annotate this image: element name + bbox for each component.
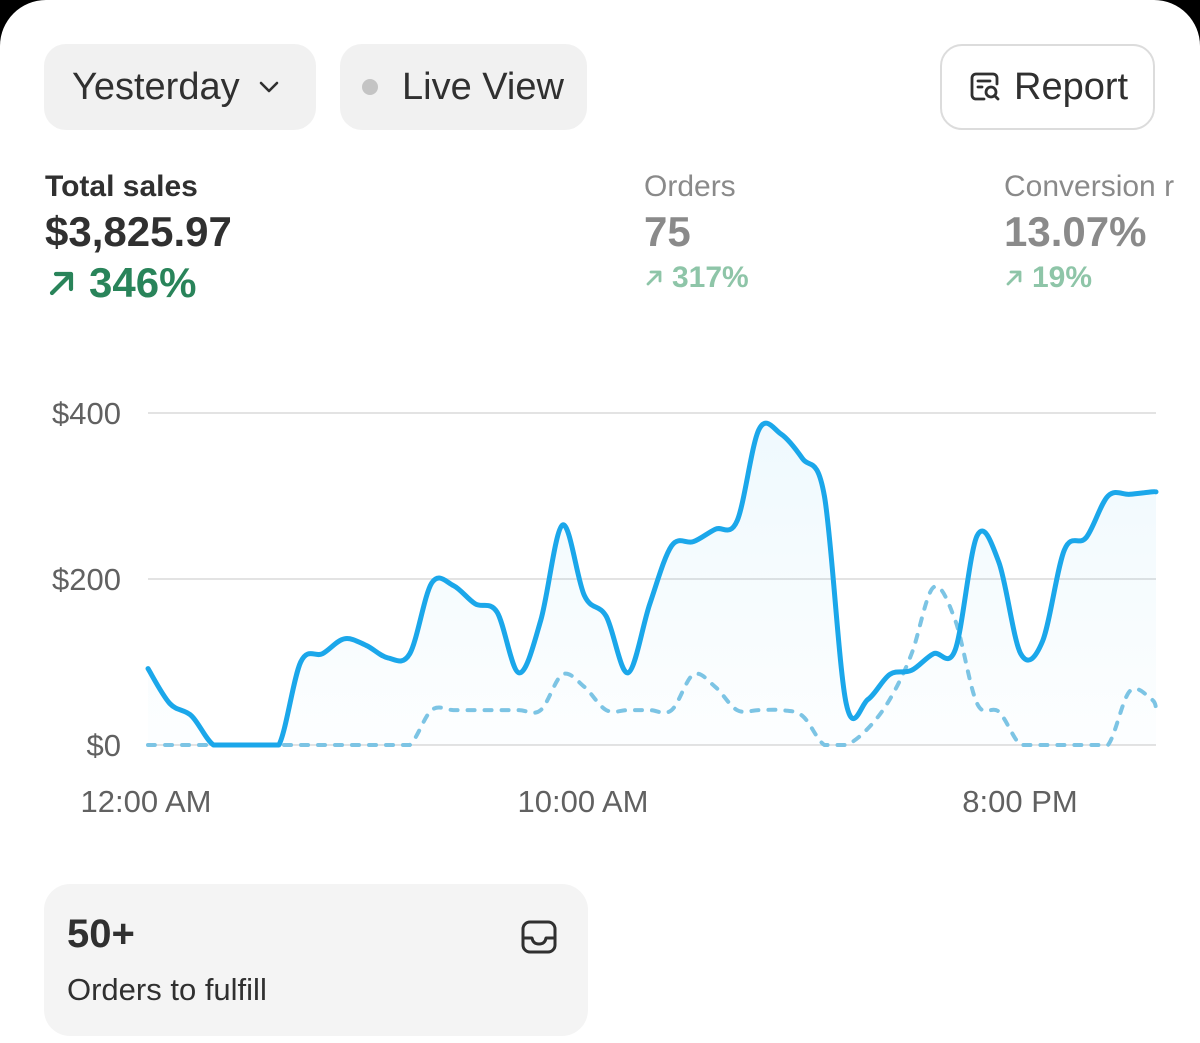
orders-change-value: 317% — [672, 261, 749, 294]
conversion-rate-value: 13.07% — [1004, 208, 1147, 255]
conversion-rate-change: 19% — [1004, 258, 1174, 298]
current-series-line — [145, 420, 1159, 748]
conversion-rate-metric[interactable]: Conversion r 13.07% 19% — [1004, 168, 1174, 298]
x-axis-tick-label: 8:00 PM — [962, 784, 1077, 819]
arrow-up-right-icon — [646, 270, 662, 286]
orders-value: 75 — [644, 208, 691, 255]
orders-metric[interactable]: Orders 75 317% — [644, 168, 749, 298]
total-sales-change-value: 346% — [89, 259, 197, 306]
arrow-up-right-icon — [49, 271, 74, 296]
total-sales-label: Total sales — [45, 170, 198, 203]
y-axis-tick-label: $200 — [52, 562, 121, 597]
orders-change: 317% — [644, 258, 749, 298]
report-label: Report — [1014, 65, 1129, 108]
report-search-icon — [970, 72, 1000, 101]
current-series-area — [148, 423, 1156, 745]
total-sales-change: 346% — [45, 258, 232, 308]
live-view-button[interactable]: Live View — [340, 44, 587, 130]
chevron-down-icon — [259, 81, 278, 93]
sales-line-chart[interactable]: $400 $200 $0 12:00 AM 10:00 AM 8:00 PM — [0, 380, 1200, 840]
x-axis-tick-label: 12:00 AM — [81, 784, 212, 819]
total-sales-value: $3,825.97 — [45, 208, 232, 255]
report-button[interactable]: Report — [940, 44, 1155, 130]
orders-to-fulfill-card[interactable]: 50+ Orders to fulfill — [44, 884, 588, 1036]
inbox-icon — [521, 920, 557, 954]
orders-label: Orders — [644, 170, 736, 203]
live-status-dot-icon — [362, 79, 378, 95]
arrow-up-right-icon — [1006, 270, 1022, 286]
total-sales-metric[interactable]: Total sales $3,825.97 346% — [45, 168, 232, 308]
date-range-label: Yesterday — [72, 65, 240, 108]
conversion-rate-change-value: 19% — [1032, 261, 1093, 294]
comparison-series-line — [146, 584, 1158, 747]
orders-to-fulfill-count: 50+ — [67, 912, 135, 956]
conversion-rate-label: Conversion r — [1004, 170, 1175, 203]
live-view-label: Live View — [402, 65, 564, 108]
date-range-selector[interactable]: Yesterday — [44, 44, 316, 130]
x-axis-tick-label: 10:00 AM — [518, 784, 649, 819]
orders-to-fulfill-label: Orders to fulfill — [67, 972, 267, 1007]
y-axis-tick-label: $400 — [52, 396, 121, 431]
y-axis-tick-label: $0 — [87, 728, 121, 763]
